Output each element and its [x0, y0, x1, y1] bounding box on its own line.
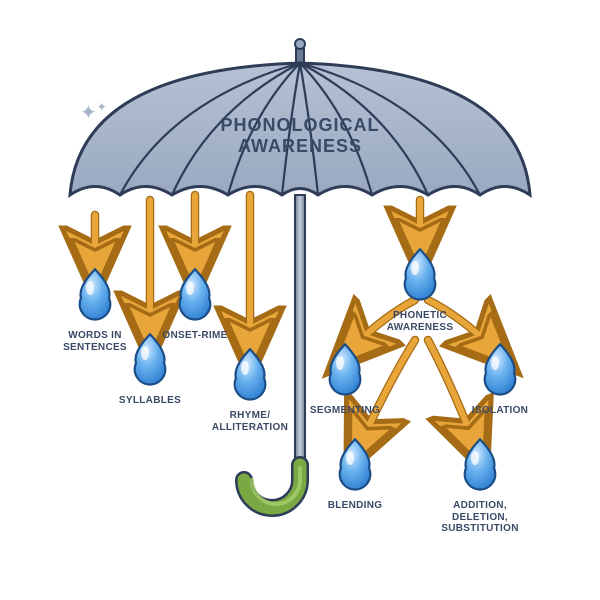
- label-words: WORDS INSENTENCES: [50, 330, 140, 353]
- sparkle-icon: ✦✦: [80, 100, 107, 125]
- drop-blending: [340, 439, 371, 489]
- label-adddel: ADDITION, DELETION,SUBSTITUTION: [435, 500, 525, 535]
- title-line2: AWARENESS: [238, 136, 362, 156]
- label-blending: BLENDING: [328, 500, 383, 512]
- arrow-blending: [360, 340, 415, 445]
- drop-words: [80, 269, 111, 319]
- drop-segment: [330, 344, 361, 394]
- drop-onset: [180, 269, 211, 319]
- drop-isolation: [485, 344, 516, 394]
- umbrella-pole: [295, 195, 305, 465]
- drop-phonetic: [405, 249, 436, 299]
- diagram-root: PHONOLOGICAL AWARENESS ✦✦ WORDS INSENTEN…: [0, 0, 600, 600]
- drop-rhyme: [235, 349, 266, 399]
- label-isolation: ISOLATION: [472, 405, 528, 417]
- title-line1: PHONOLOGICAL: [221, 115, 380, 135]
- main-title: PHONOLOGICAL AWARENESS: [221, 115, 380, 156]
- drop-adddel: [465, 439, 496, 489]
- label-phonetic: PHONETICAWARENESS: [375, 310, 465, 333]
- label-syllables: SYLLABLES: [119, 395, 181, 407]
- arrow-adddel: [428, 340, 475, 445]
- label-rhyme: RHYME/ALLITERATION: [205, 410, 295, 433]
- label-segment: SEGMENTING: [310, 405, 380, 417]
- label-onset: ONSET-RIME: [162, 330, 227, 342]
